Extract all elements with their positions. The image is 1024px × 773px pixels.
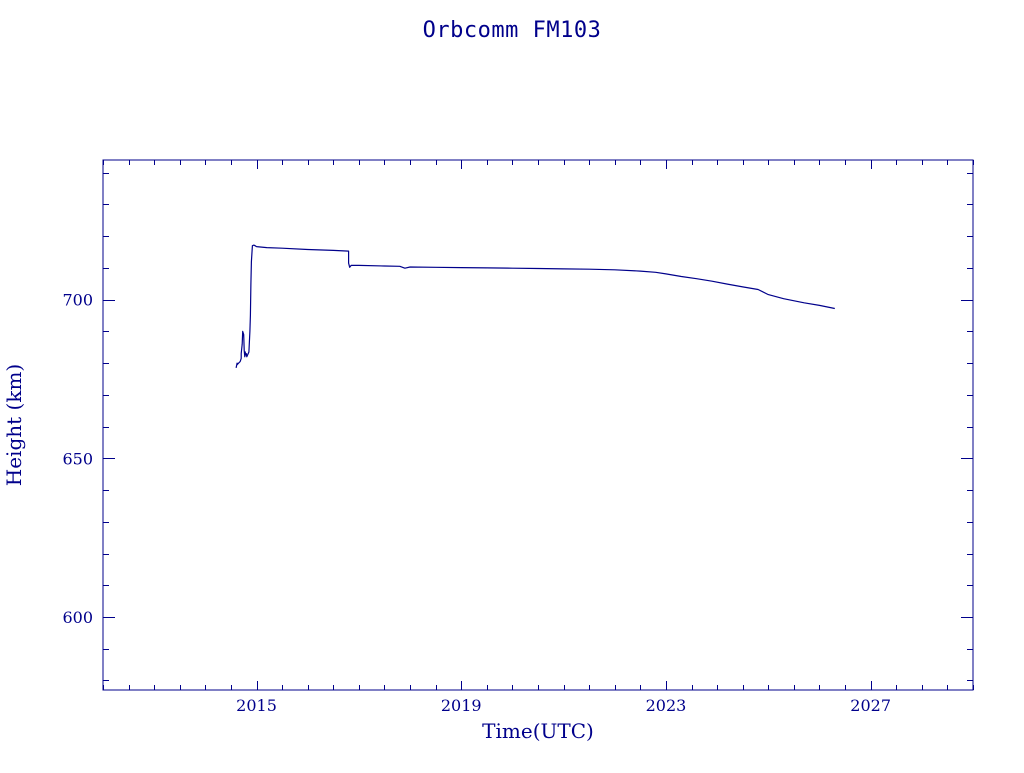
series-group: [235, 244, 835, 369]
y-tick-label: 700: [62, 291, 93, 310]
axis-ticks: [103, 160, 974, 690]
x-tick-label: 2027: [850, 696, 891, 715]
y-tick-label: 650: [62, 449, 93, 468]
x-axis-title: Time(UTC): [482, 719, 594, 743]
height-series-line: [235, 244, 835, 369]
y-tick-label: 600: [62, 608, 93, 627]
x-tick-label: 2023: [646, 696, 687, 715]
x-tick-label: 2015: [236, 696, 277, 715]
chart-title: Orbcomm FM103: [423, 18, 602, 43]
y-axis-title: Height (km): [2, 364, 26, 486]
x-tick-label: 2019: [441, 696, 482, 715]
plot-frame: [102, 159, 974, 691]
tick-labels: 2015 2019 2023 2027 600 650 700: [62, 291, 891, 715]
